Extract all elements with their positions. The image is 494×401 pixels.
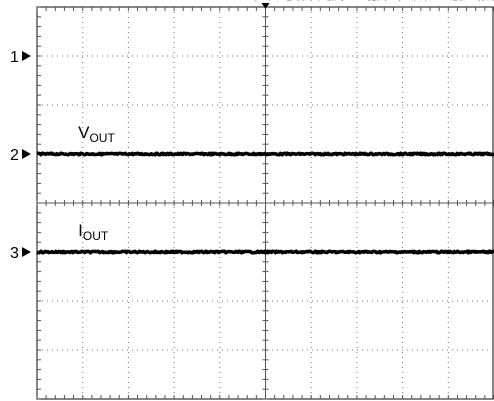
channel-1-number: 1: [10, 49, 19, 66]
label-subscript: OUT: [89, 131, 115, 145]
channel-2-trace: [36, 151, 494, 157]
channel-3-label: IOUT: [78, 221, 109, 243]
channel-markers: 1 2 3: [10, 49, 31, 262]
label-subscript: OUT: [83, 229, 109, 243]
label-main: V: [78, 123, 90, 142]
channel-3-trace: [36, 249, 494, 255]
label-main: I: [78, 221, 83, 240]
channel-2-number: 2: [10, 147, 19, 164]
traces: [36, 0, 494, 255]
channel-3-ground-arrow-icon: [22, 247, 31, 257]
trace-labels: VACINVOUTIOUT: [78, 123, 115, 243]
channel-2-label: VOUT: [78, 123, 115, 145]
channel-2-ground-arrow-icon: [22, 149, 31, 159]
channel-1-ground-arrow-icon: [22, 51, 31, 61]
graticule: [36, 3, 494, 400]
trigger-position-marker: [261, 3, 270, 9]
channel-3-number: 3: [10, 245, 19, 262]
